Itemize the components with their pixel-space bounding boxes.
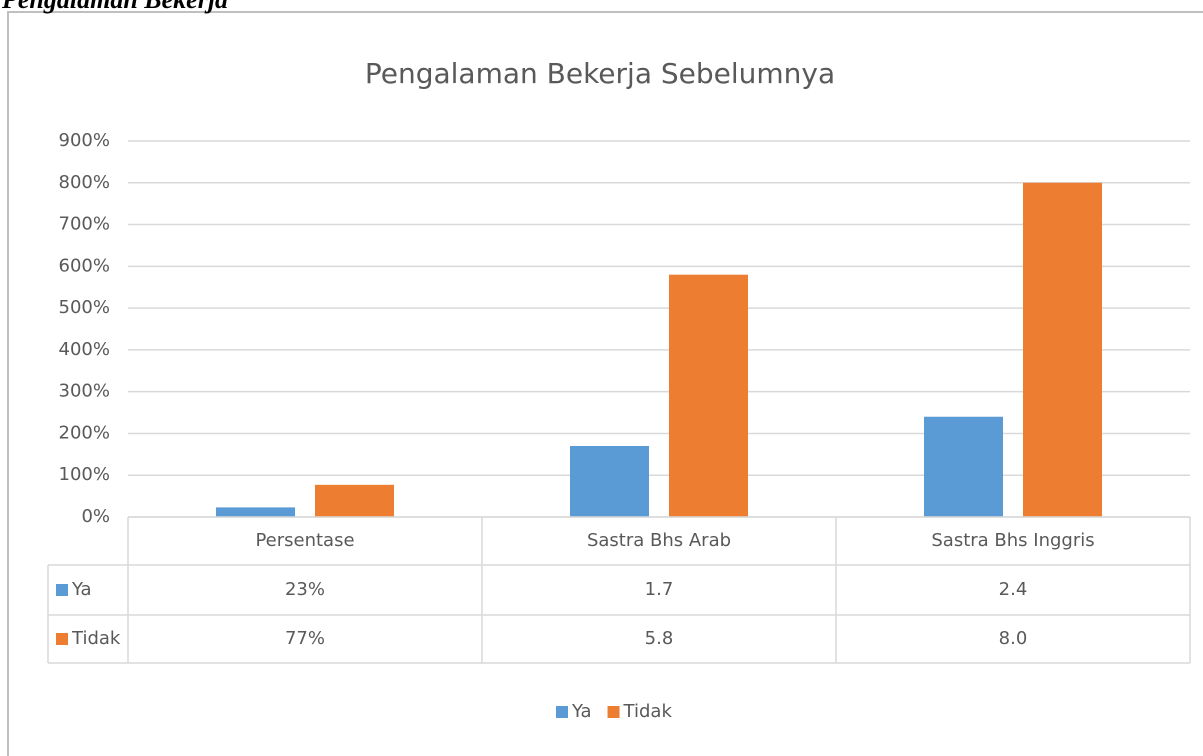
legend-swatch — [607, 706, 620, 718]
chart-frame — [7, 11, 1203, 756]
data-label: 8.0 — [999, 628, 1028, 649]
data-label: 2.4 — [999, 579, 1028, 600]
y-tick-label: 400% — [59, 339, 110, 360]
data-label: 77% — [285, 628, 325, 649]
x-tick-label: Sastra Bhs Arab — [587, 530, 731, 551]
y-tick-label: 600% — [59, 255, 110, 276]
bar — [924, 416, 1003, 517]
y-tick-label: 100% — [59, 464, 110, 485]
x-tick-label: Persentase — [255, 530, 354, 551]
y-tick-label: 0% — [81, 506, 110, 527]
x-tick-label: Sastra Bhs Inggris — [931, 530, 1094, 551]
data-label: 1.7 — [645, 579, 674, 600]
bar — [315, 484, 394, 517]
page-heading: Pengalaman Bekerja — [1, 0, 228, 14]
bar — [669, 274, 748, 517]
table-series-name: Ya — [71, 579, 92, 600]
chart-title: Pengalaman Bekerja Sebelumnya — [365, 57, 835, 90]
y-tick-label: 700% — [59, 214, 110, 235]
y-tick-label: 900% — [59, 130, 110, 151]
bar — [570, 445, 649, 517]
table-series-name: Tidak — [71, 628, 121, 649]
y-tick-label: 800% — [59, 172, 110, 193]
y-tick-label: 300% — [59, 381, 110, 402]
legend-label: Tidak — [623, 701, 673, 722]
legend-swatch — [56, 584, 68, 596]
data-label: 5.8 — [645, 628, 674, 649]
bar — [216, 507, 295, 517]
y-tick-label: 500% — [59, 297, 110, 318]
y-tick-label: 200% — [59, 422, 110, 443]
legend-swatch — [556, 706, 568, 718]
legend-label: Ya — [571, 701, 592, 722]
bar — [1023, 182, 1102, 517]
data-label: 23% — [285, 579, 325, 600]
legend-swatch — [56, 633, 68, 645]
